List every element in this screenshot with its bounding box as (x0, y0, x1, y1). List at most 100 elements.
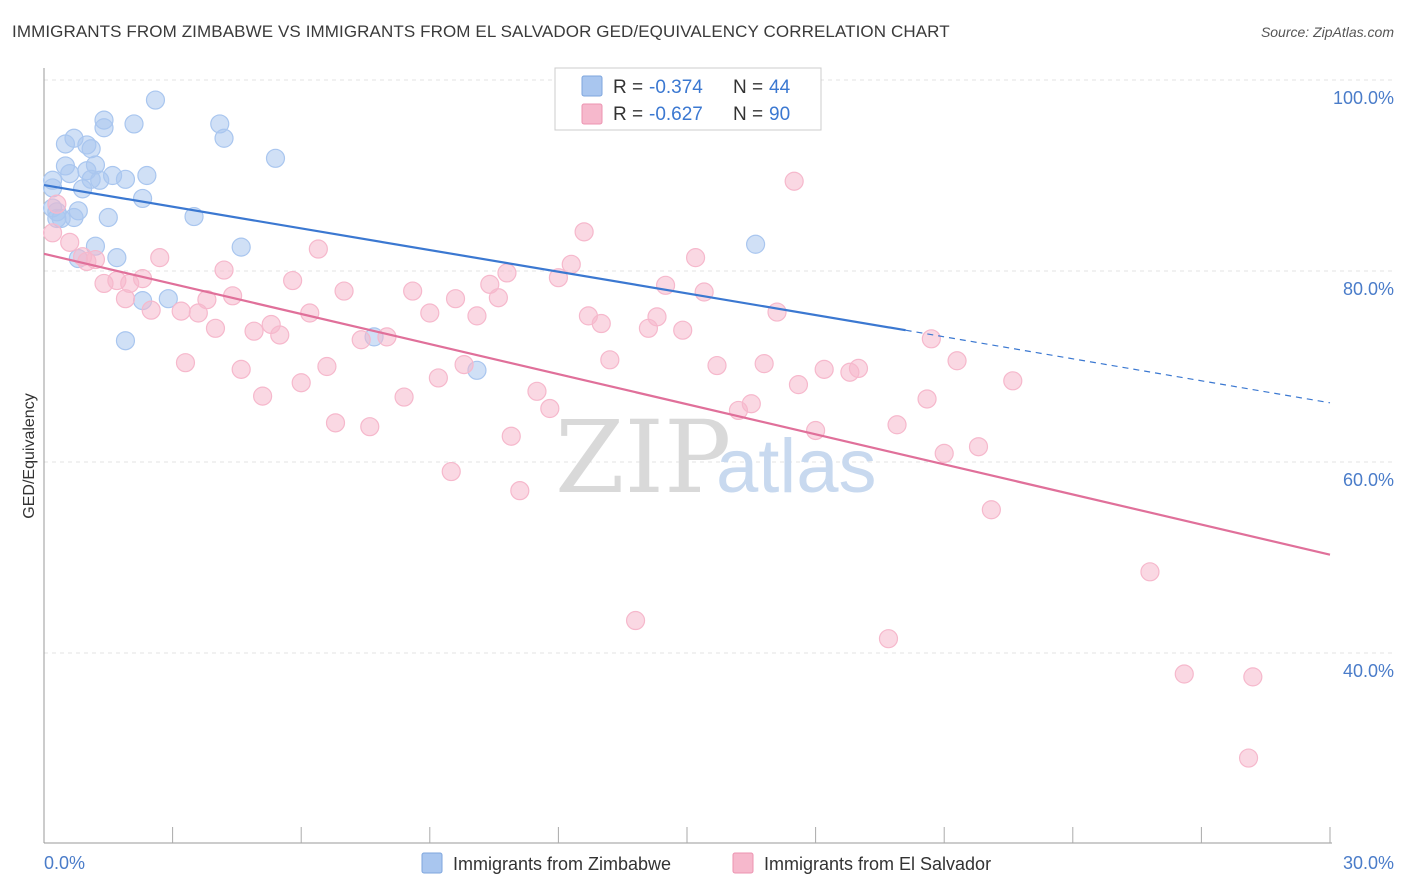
chart-title: IMMIGRANTS FROM ZIMBABWE VS IMMIGRANTS F… (12, 22, 950, 41)
legend-r-label-elsalvador: R = (613, 104, 643, 125)
data-point (814, 359, 834, 379)
data-point (253, 386, 273, 406)
data-point (377, 327, 397, 347)
legend-n-label-elsalvador: N = (733, 104, 763, 125)
x-tick-label-min: 0.0% (44, 853, 85, 873)
data-point (115, 169, 136, 189)
data-point (754, 354, 774, 374)
data-point (497, 263, 517, 283)
y-tick-label: 80.0% (1343, 279, 1394, 299)
data-point (158, 289, 178, 309)
data-point (171, 301, 191, 321)
data-point (788, 375, 809, 395)
data-point (188, 303, 208, 323)
data-point (527, 381, 547, 401)
data-point (917, 389, 937, 409)
data-point (947, 351, 967, 371)
data-point (1003, 371, 1023, 391)
data-point (265, 148, 286, 168)
data-point (647, 307, 667, 327)
y-tick-label: 100.0% (1333, 88, 1394, 108)
data-point (561, 254, 581, 274)
data-point (283, 270, 303, 291)
data-point (308, 239, 328, 259)
data-point (685, 248, 706, 268)
data-point (625, 610, 646, 631)
data-point (501, 426, 521, 446)
bottom-legend-swatch-zimbabwe (421, 852, 443, 874)
data-point (360, 417, 380, 437)
data-point (591, 313, 611, 334)
data-point (848, 358, 869, 379)
grid-lines (44, 79, 1392, 654)
data-point (981, 500, 1001, 520)
data-point (673, 320, 693, 340)
data-point (334, 281, 354, 301)
data-point (403, 281, 423, 301)
trend-line-extension-zimbabwe (905, 329, 1331, 404)
data-point (98, 207, 118, 228)
y-tick-label: 40.0% (1343, 661, 1394, 681)
data-point (968, 437, 989, 457)
watermark-atlas: atlas (716, 424, 877, 509)
data-point (510, 481, 530, 501)
data-point (317, 356, 337, 377)
data-point (784, 171, 804, 191)
y-tick-label: 60.0% (1343, 470, 1394, 490)
watermark: ZIP atlas (555, 399, 877, 516)
data-point (81, 139, 101, 159)
data-point (325, 413, 346, 433)
data-point (214, 128, 234, 148)
data-point (205, 318, 226, 338)
trend-line-zimbabwe (43, 183, 906, 332)
data-point (42, 223, 63, 243)
data-point (231, 237, 251, 257)
data-point (132, 188, 153, 209)
x-ticks (172, 827, 1331, 843)
data-point (540, 398, 560, 419)
data-point (488, 288, 508, 308)
data-point (291, 373, 311, 393)
data-point (231, 359, 251, 379)
data-point (270, 325, 290, 345)
series-legend: Immigrants from Zimbabwe Immigrants from… (421, 852, 991, 874)
y-axis-title: GED/Equivalency (21, 393, 38, 518)
data-point (420, 303, 440, 323)
data-point (137, 165, 157, 186)
data-point (921, 329, 941, 349)
data-point (574, 222, 594, 242)
data-point (351, 330, 371, 350)
legend-r-value-zimbabwe: -0.374 (649, 77, 703, 98)
data-point (934, 443, 954, 464)
data-point (175, 353, 196, 373)
legend-n-value-elsalvador: 90 (769, 104, 790, 125)
data-point (878, 629, 899, 649)
stats-legend: R = -0.374 N = 44 R = -0.627 N = 90 (554, 67, 822, 131)
data-point (445, 289, 466, 309)
data-point (300, 303, 320, 323)
data-point (124, 114, 144, 134)
bottom-legend-swatch-elsalvador (732, 852, 754, 874)
data-point (94, 110, 114, 130)
legend-r-label-zimbabwe: R = (613, 77, 643, 98)
legend-n-value-zimbabwe: 44 (769, 77, 791, 98)
data-point (745, 234, 766, 254)
source-label: Source: ZipAtlas.com (1260, 24, 1394, 40)
data-point (47, 194, 67, 214)
data-point (741, 394, 761, 414)
bottom-legend-label-zimbabwe: Immigrants from Zimbabwe (453, 854, 671, 874)
data-point (394, 387, 414, 407)
data-point (428, 368, 448, 388)
series-zimbabwe (42, 90, 766, 380)
data-point (60, 232, 80, 252)
legend-r-value-elsalvador: -0.627 (649, 104, 703, 125)
data-point (68, 201, 88, 221)
data-point (141, 300, 161, 320)
legend-n-label-zimbabwe: N = (733, 77, 763, 98)
x-tick-label-max: 30.0% (1343, 853, 1394, 873)
data-point (115, 331, 136, 351)
data-point (887, 415, 907, 435)
data-point (107, 248, 127, 268)
data-point (197, 290, 217, 310)
